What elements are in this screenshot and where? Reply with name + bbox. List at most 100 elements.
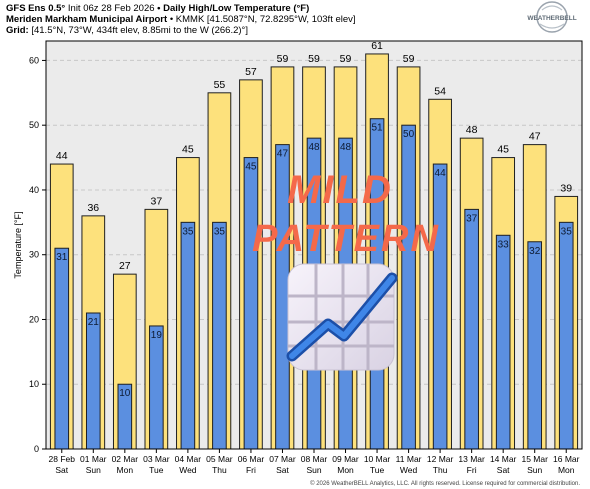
- x-tick-day: Thu: [212, 465, 227, 475]
- x-tick-date: 09 Mar: [332, 454, 359, 464]
- weatherbell-logo: WEATHERBELL: [527, 1, 577, 33]
- low-temp-bar: [464, 208, 479, 450]
- high-temp-label: 37: [151, 195, 163, 207]
- low-temp-bar: [401, 124, 416, 450]
- high-temp-label: 44: [56, 150, 68, 162]
- y-tick-label: 30: [29, 250, 39, 260]
- low-temp-bar: [527, 241, 543, 450]
- x-tick-date: 15 Mar: [521, 454, 548, 464]
- high-temp-label: 27: [119, 260, 131, 272]
- grid-label: Grid:: [6, 25, 29, 36]
- init-time: Init 06z 28 Feb 2026: [67, 3, 155, 14]
- low-temp-label: 47: [277, 149, 289, 160]
- x-tick-date: 03 Mar: [143, 454, 170, 464]
- x-tick-day: Wed: [179, 465, 197, 475]
- high-temp-label: 61: [371, 40, 383, 52]
- x-tick-date: 13 Mar: [458, 454, 485, 464]
- high-temp-label: 39: [560, 182, 572, 194]
- overlay-text-pattern: PATTERN: [252, 218, 440, 260]
- low-temp-label: 51: [371, 123, 383, 134]
- overlay-graphic: MILD PATTERN: [252, 168, 440, 371]
- header-line-model: GFS Ens 0.5° Init 06z 28 Feb 2026 • Dail…: [6, 3, 309, 15]
- station-name: Meriden Markham Municipal Airport: [6, 14, 168, 25]
- low-temp-label: 50: [403, 129, 415, 140]
- x-tick-date: 04 Mar: [175, 454, 202, 464]
- x-tick-date: 14 Mar: [490, 454, 517, 464]
- y-tick-label: 50: [29, 120, 39, 130]
- plot-frame: [45, 40, 583, 450]
- low-temp-bar: [85, 312, 101, 450]
- low-temp-bar: [180, 221, 196, 450]
- x-tick-day: Tue: [149, 465, 164, 475]
- y-tick-label: 20: [29, 314, 39, 324]
- y-tick-label: 10: [29, 379, 39, 389]
- high-temp-label: 48: [466, 124, 478, 136]
- separator: •: [157, 3, 161, 14]
- x-tick-day: Wed: [400, 465, 418, 475]
- low-temp-label: 35: [561, 226, 573, 237]
- model-name: GFS Ens 0.5°: [6, 3, 66, 14]
- x-tick-day: Mon: [117, 465, 134, 475]
- x-tick-day: Tue: [370, 465, 385, 475]
- x-tick-date: 28 Feb: [49, 454, 76, 464]
- low-temp-bar: [149, 325, 164, 450]
- x-tick-date: 07 Mar: [269, 454, 296, 464]
- low-temp-label: 45: [245, 162, 257, 173]
- x-tick-day: Thu: [433, 465, 448, 475]
- high-temp-label: 55: [214, 79, 226, 91]
- chart-increasing-icon: [286, 263, 398, 371]
- x-tick-day: Fri: [467, 465, 477, 475]
- x-tick-day: Sat: [55, 465, 68, 475]
- low-temp-label: 31: [56, 252, 68, 263]
- low-temp-label: 48: [308, 142, 320, 153]
- high-temp-label: 36: [87, 202, 99, 214]
- high-temp-label: 59: [403, 53, 415, 65]
- high-temp-label: 59: [277, 53, 289, 65]
- high-temp-label: 45: [497, 144, 509, 156]
- y-axis-label: Temperature [°F]: [13, 211, 23, 278]
- station-details: KMMK [41.5087°N, 72.8295°W, 103ft elev]: [175, 14, 356, 25]
- x-tick-day: Sun: [86, 465, 101, 475]
- high-temp-label: 54: [434, 85, 446, 97]
- header-line-grid: Grid: [41.5°N, 73°W, 434ft elev, 8.85mi …: [6, 25, 248, 37]
- low-temp-label: 19: [151, 330, 163, 341]
- high-temp-label: 57: [245, 66, 257, 78]
- x-tick-date: 16 Mar: [553, 454, 580, 464]
- x-tick-date: 08 Mar: [301, 454, 328, 464]
- low-temp-label: 32: [529, 246, 541, 257]
- x-tick-date: 02 Mar: [112, 454, 139, 464]
- grid-details: [41.5°N, 73°W, 434ft elev, 8.85mi to the…: [31, 25, 248, 36]
- product-title: Daily High/Low Temperature (°F): [163, 3, 310, 14]
- y-tick-label: 40: [29, 185, 39, 195]
- copyright-notice: © 2026 WeatherBELL Analytics, LLC. All r…: [310, 481, 580, 487]
- low-temp-label: 33: [498, 239, 510, 250]
- low-temp-bar: [243, 157, 259, 450]
- low-temp-label: 10: [119, 388, 131, 399]
- x-tick-date: 05 Mar: [206, 454, 233, 464]
- x-tick-day: Sun: [306, 465, 321, 475]
- low-temp-bar: [212, 221, 227, 450]
- logo-text: WEATHERBELL: [527, 15, 576, 22]
- x-tick-date: 11 Mar: [396, 454, 422, 464]
- separator: •: [169, 14, 174, 25]
- low-temp-label: 35: [214, 226, 226, 237]
- header-line-station: Meriden Markham Municipal Airport • KMMK…: [6, 14, 356, 26]
- x-tick-day: Sat: [276, 465, 289, 475]
- low-temp-label: 44: [435, 168, 447, 179]
- x-tick-date: 06 Mar: [238, 454, 265, 464]
- x-tick-date: 12 Mar: [427, 454, 454, 464]
- x-tick-date: 10 Mar: [364, 454, 391, 464]
- x-tick-date: 01 Mar: [80, 454, 107, 464]
- low-temp-label: 35: [182, 226, 194, 237]
- y-tick-label: 0: [34, 444, 39, 454]
- x-tick-day: Mon: [337, 465, 354, 475]
- low-temp-label: 21: [88, 317, 100, 328]
- low-temp-bar: [54, 247, 70, 450]
- overlay-text-mild: MILD: [287, 168, 393, 212]
- high-temp-label: 59: [308, 53, 320, 65]
- x-tick-day: Sun: [527, 465, 542, 475]
- x-tick-day: Fri: [246, 465, 256, 475]
- x-tick-day: Sat: [497, 465, 510, 475]
